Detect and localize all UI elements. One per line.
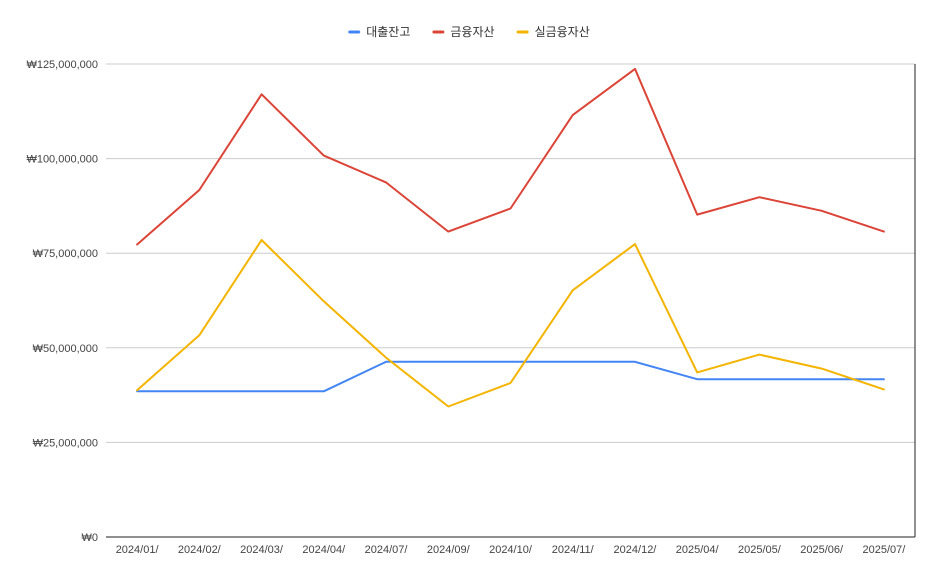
x-tick-label: 2024/02/	[178, 544, 222, 556]
legend-swatch-2	[516, 30, 529, 34]
y-tick-label: ₩125,000,000	[26, 59, 98, 71]
x-tick-label: 2024/11/	[552, 544, 595, 556]
y-tick-label: ₩0	[82, 532, 99, 544]
x-tick-label: 2024/09/	[427, 544, 471, 556]
x-tick-label: 2024/04/	[302, 544, 346, 556]
x-tick-label: 2024/10/	[489, 544, 533, 556]
series-line-2	[136, 239, 885, 408]
legend-label: 대출잔고	[366, 25, 410, 39]
x-tick-label: 2024/07/	[365, 544, 409, 556]
legend-swatch-0	[348, 30, 361, 34]
legend-label: 실금융자산	[535, 25, 590, 39]
series-line-1	[136, 67, 885, 246]
x-tick-label: 2024/01/	[116, 544, 160, 556]
y-tick-label: ₩50,000,000	[33, 343, 98, 355]
y-tick-label: ₩75,000,000	[33, 248, 98, 260]
y-axis-tick-labels: ₩0 ₩25,000,000 ₩50,000,000 ₩75,000,000 ₩100,…	[26, 59, 98, 544]
y-tick-label: ₩100,000,000	[26, 154, 98, 166]
x-tick-label: 2025/06/	[800, 544, 844, 556]
x-tick-label: 2025/05/	[738, 544, 782, 556]
x-tick-label: 2025/07/	[862, 544, 906, 556]
x-tick-label: 2024/03/	[240, 544, 284, 556]
chart-gridlines	[106, 63, 915, 443]
y-tick-label: ₩25,000,000	[33, 437, 98, 449]
x-axis-tick-labels: 2024/01/2024/02/2024/03/2024/04/2024/07/…	[116, 544, 907, 556]
legend-swatch-1	[432, 30, 445, 34]
x-tick-label: 2024/12/	[614, 544, 658, 556]
chart-legend: 대출잔고 금융자산 실금융자산	[348, 25, 590, 39]
series-line-0	[136, 360, 885, 393]
legend-label: 금융자산	[450, 25, 494, 39]
x-tick-label: 2025/04/	[676, 544, 720, 556]
chart-series	[136, 67, 885, 408]
